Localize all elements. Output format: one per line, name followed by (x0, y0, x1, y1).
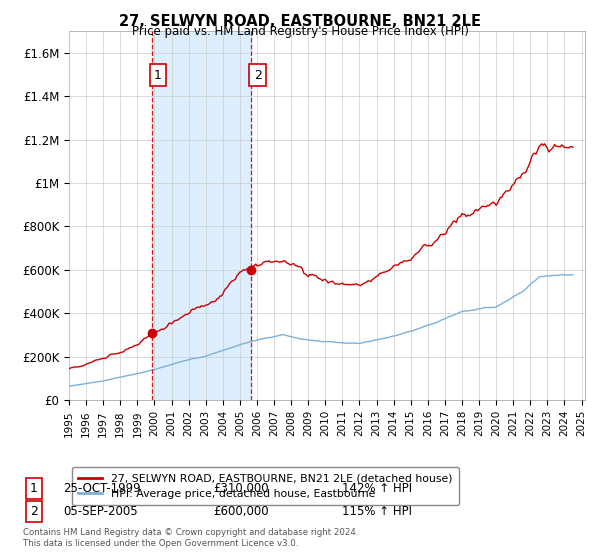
Text: £600,000: £600,000 (213, 505, 269, 518)
Text: 25-OCT-1999: 25-OCT-1999 (63, 482, 140, 496)
Text: 1: 1 (29, 482, 38, 496)
Text: 1: 1 (154, 69, 162, 82)
Text: 27, SELWYN ROAD, EASTBOURNE, BN21 2LE: 27, SELWYN ROAD, EASTBOURNE, BN21 2LE (119, 14, 481, 29)
Text: £310,000: £310,000 (213, 482, 269, 496)
Text: 2: 2 (29, 505, 38, 518)
Bar (152, 31, 251, 400)
Legend: 27, SELWYN ROAD, EASTBOURNE, BN21 2LE (detached house), HPI: Average price, deta: 27, SELWYN ROAD, EASTBOURNE, BN21 2LE (d… (72, 467, 459, 505)
Text: Price paid vs. HM Land Registry's House Price Index (HPI): Price paid vs. HM Land Registry's House … (131, 25, 469, 38)
Text: 142% ↑ HPI: 142% ↑ HPI (342, 482, 412, 496)
Text: Contains HM Land Registry data © Crown copyright and database right 2024.
This d: Contains HM Land Registry data © Crown c… (23, 528, 358, 548)
Text: 05-SEP-2005: 05-SEP-2005 (63, 505, 137, 518)
Text: 115% ↑ HPI: 115% ↑ HPI (342, 505, 412, 518)
Text: 2: 2 (254, 69, 262, 82)
